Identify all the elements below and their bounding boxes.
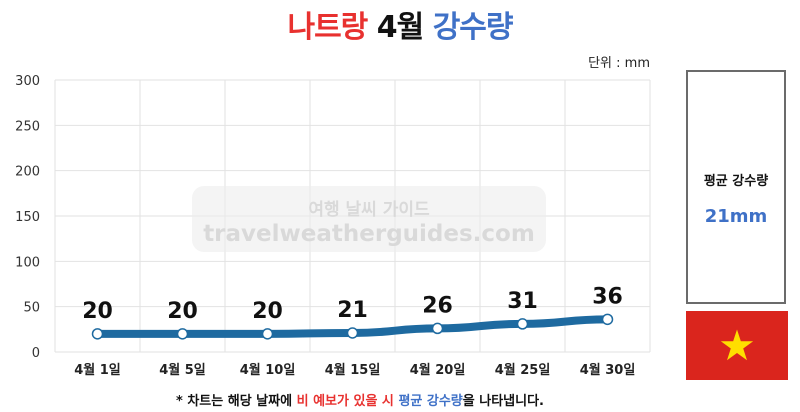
unit-label: 단위 : mm (588, 56, 650, 71)
data-point (91, 328, 104, 340)
chart-grid (54, 79, 651, 353)
title-month: 4월 (376, 10, 424, 45)
footnote-text-1: * 차트는 해당 날짜에 (176, 394, 297, 409)
footnote: * 차트는 해당 날짜에 비 예보가 있을 시 평균 강수량을 나타냅니다. (0, 390, 720, 409)
y-tick-label: 150 (15, 210, 40, 225)
average-label: 평균 강수량 (703, 174, 769, 189)
y-tick-label: 300 (15, 74, 40, 89)
data-point (176, 328, 189, 340)
x-tick-label: 4월 5일 (159, 362, 206, 378)
data-points (91, 313, 614, 340)
average-panel: 평균 강수량 21mm (686, 70, 786, 304)
x-tick-label: 4월 30일 (580, 362, 636, 378)
watermark-line2: travelweatherguides.com (203, 221, 535, 247)
flag-star-icon (720, 329, 754, 361)
data-label: 20 (82, 299, 113, 324)
x-axis-ticks: 4월 1일 4월 5일 4월 10일 4월 15일 4월 20일 4월 25일 4월 30일 (74, 362, 635, 378)
data-point (261, 328, 274, 340)
x-tick-label: 4월 10일 (240, 362, 296, 378)
data-label: 36 (592, 284, 623, 309)
title-metric: 강수량 (432, 10, 514, 45)
chart-title: 나트랑 4월 강수량 (0, 2, 800, 46)
x-tick-label: 4월 15일 (325, 362, 381, 378)
x-tick-label: 4월 20일 (410, 362, 466, 378)
data-label: 20 (167, 299, 198, 324)
y-tick-label: 50 (23, 301, 40, 316)
data-label: 20 (252, 299, 283, 324)
y-tick-label: 100 (15, 255, 40, 270)
data-labels: 20 20 20 21 26 31 36 (82, 284, 623, 324)
x-tick-label: 4월 25일 (495, 362, 551, 378)
data-point (346, 327, 359, 339)
x-tick-label: 4월 1일 (74, 362, 121, 378)
footnote-text-2: 을 나타냅니다. (462, 394, 544, 409)
footnote-avg-rain: 평균 강수량 (398, 394, 463, 409)
footnote-rain-forecast: 비 예보가 있을 시 (296, 394, 394, 409)
watermark: 여행 날씨 가이드 travelweatherguides.com (192, 186, 546, 252)
y-tick-label: 0 (32, 346, 40, 361)
vietnam-flag-icon (686, 311, 788, 380)
data-label: 26 (422, 293, 453, 318)
data-label: 31 (507, 289, 538, 314)
title-destination: 나트랑 (287, 10, 368, 45)
average-value: 21mm (704, 206, 768, 227)
y-tick-label: 200 (15, 165, 40, 180)
data-point (431, 322, 444, 335)
data-label: 21 (337, 298, 368, 323)
y-tick-label: 250 (15, 119, 40, 134)
line-chart: 여행 날씨 가이드 travelweatherguides.com 0 50 100… (15, 74, 651, 378)
data-point (601, 313, 614, 326)
data-point (516, 318, 529, 330)
y-axis-ticks: 0 50 100 150 200 250 300 (15, 74, 40, 361)
watermark-line1: 여행 날씨 가이드 (308, 200, 430, 220)
watermark-background (192, 186, 546, 252)
